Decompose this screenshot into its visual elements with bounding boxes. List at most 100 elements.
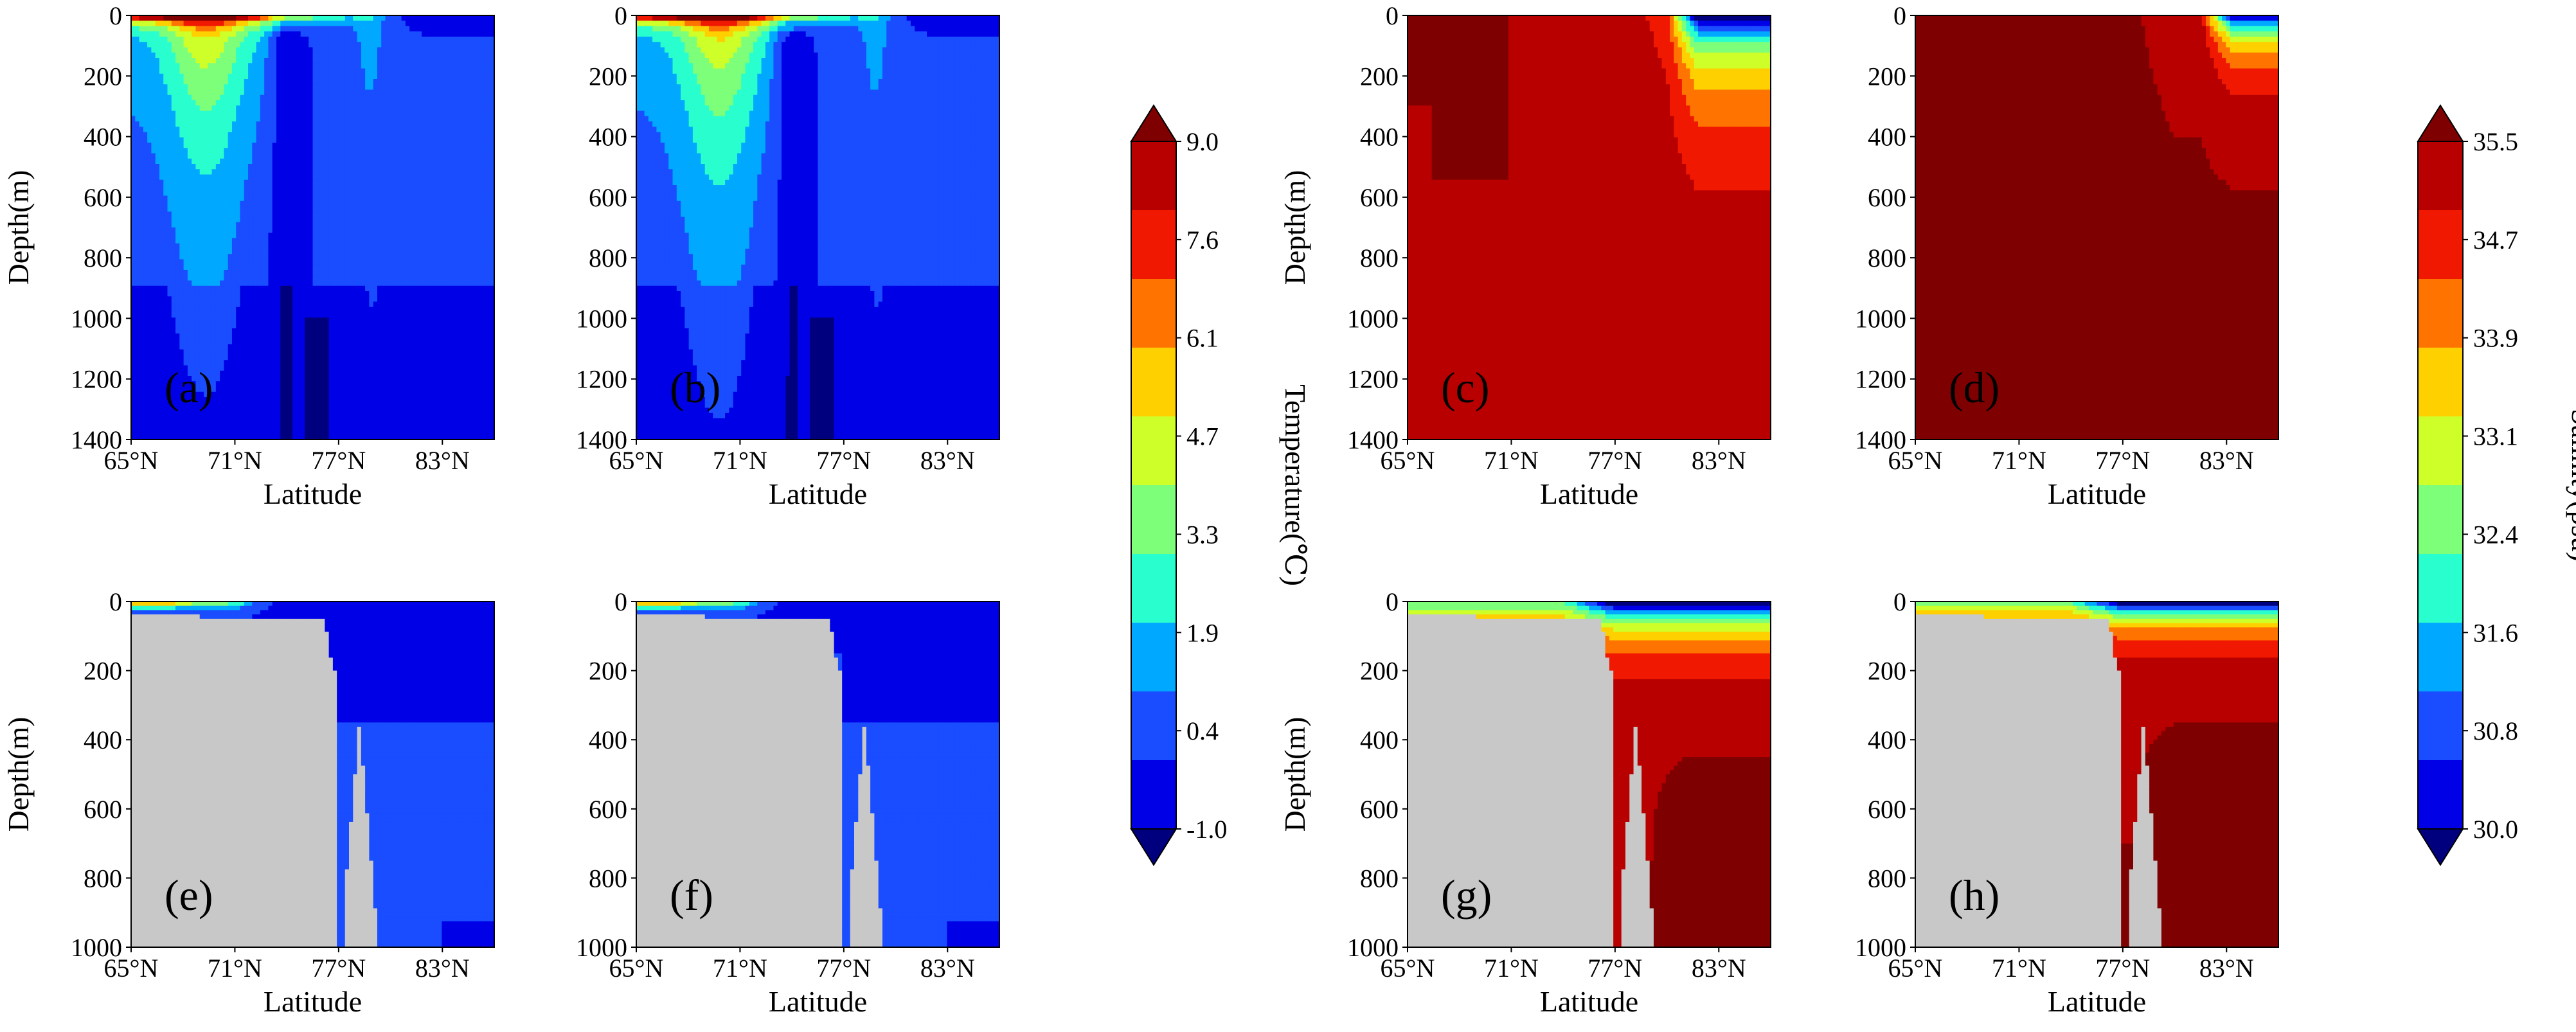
field-cell bbox=[252, 42, 256, 48]
field-cell bbox=[139, 53, 144, 58]
field-cell bbox=[131, 53, 136, 58]
field-cell bbox=[406, 31, 410, 37]
field-cell bbox=[333, 15, 337, 21]
field-cell bbox=[168, 31, 172, 37]
field-cell bbox=[204, 15, 208, 21]
field-cell bbox=[341, 21, 345, 26]
field-cell bbox=[188, 37, 192, 42]
field-cell bbox=[486, 26, 490, 32]
field-cell bbox=[474, 15, 479, 21]
field-cell bbox=[369, 48, 373, 53]
field-cell bbox=[232, 48, 237, 53]
field-cell bbox=[143, 58, 148, 64]
field-cell bbox=[188, 48, 192, 53]
field-cell bbox=[345, 31, 350, 37]
field-cell bbox=[301, 53, 305, 58]
field-cell bbox=[349, 42, 353, 48]
field-cell bbox=[151, 48, 156, 53]
field-cell bbox=[458, 53, 463, 58]
field-cell bbox=[353, 53, 357, 58]
field-cell bbox=[309, 15, 313, 21]
field-cell bbox=[175, 53, 180, 58]
field-cell bbox=[285, 21, 289, 26]
field-cell bbox=[365, 37, 370, 42]
field-cell bbox=[184, 15, 188, 21]
field-cell bbox=[228, 15, 233, 21]
field-cell bbox=[159, 48, 164, 53]
field-cell bbox=[321, 37, 325, 42]
field-cell bbox=[256, 21, 261, 26]
field-cell bbox=[276, 26, 281, 32]
field-cell bbox=[240, 37, 245, 42]
field-cell bbox=[418, 48, 422, 53]
field-cell bbox=[296, 48, 301, 53]
field-cell bbox=[341, 58, 345, 64]
field-cell bbox=[462, 26, 467, 32]
field-cell bbox=[409, 21, 414, 26]
field-cell bbox=[147, 15, 152, 21]
field-cell bbox=[353, 42, 357, 48]
field-cell bbox=[450, 48, 454, 53]
field-cell bbox=[325, 37, 329, 42]
field-cell bbox=[369, 37, 373, 42]
field-cell bbox=[256, 26, 261, 32]
field-cell bbox=[434, 15, 438, 21]
field-cell bbox=[349, 21, 353, 26]
field-cell bbox=[309, 58, 313, 64]
field-cell bbox=[139, 31, 144, 37]
field-cell bbox=[289, 31, 293, 37]
field-cell bbox=[216, 21, 220, 26]
field-cell bbox=[313, 21, 318, 26]
field-cell bbox=[466, 48, 470, 53]
field-cell bbox=[397, 26, 402, 32]
field-cell bbox=[474, 26, 479, 32]
field-cell bbox=[273, 48, 277, 53]
field-cell bbox=[474, 37, 479, 42]
field-cell bbox=[309, 21, 313, 26]
field-cell bbox=[147, 37, 152, 42]
field-cell bbox=[179, 15, 184, 21]
field-cell bbox=[373, 53, 378, 58]
field-cell bbox=[377, 26, 382, 32]
field-cell bbox=[172, 37, 176, 42]
field-cell bbox=[442, 26, 446, 32]
field-cell bbox=[482, 15, 487, 21]
field-cell bbox=[147, 58, 152, 64]
field-cell bbox=[208, 21, 212, 26]
field-cell bbox=[248, 37, 253, 42]
field-cell bbox=[168, 53, 172, 58]
field-cell bbox=[252, 53, 256, 58]
field-cell bbox=[425, 53, 430, 58]
field-cell bbox=[159, 37, 164, 42]
field-cell bbox=[486, 42, 490, 48]
field-cell bbox=[192, 42, 196, 48]
field-cell bbox=[413, 42, 418, 48]
field-cell bbox=[478, 42, 483, 48]
field-cell bbox=[397, 48, 402, 53]
field-cell bbox=[156, 26, 160, 32]
field-cell bbox=[409, 15, 414, 21]
field-cell bbox=[333, 42, 337, 48]
field-cell bbox=[446, 21, 451, 26]
field-cell bbox=[200, 53, 204, 58]
field-cell bbox=[377, 21, 382, 26]
field-cell bbox=[418, 26, 422, 32]
field-cell bbox=[204, 42, 208, 48]
field-cell bbox=[470, 37, 474, 42]
field-cell bbox=[268, 48, 273, 53]
field-cell bbox=[179, 31, 184, 37]
field-cell bbox=[402, 42, 406, 48]
field-cell bbox=[296, 37, 301, 42]
field-cell bbox=[317, 31, 321, 37]
field-cell bbox=[309, 53, 313, 58]
field-cell bbox=[357, 15, 362, 21]
field-cell bbox=[458, 37, 463, 42]
field-cell bbox=[393, 31, 398, 37]
field-cell bbox=[273, 58, 277, 64]
field-cell bbox=[422, 53, 426, 58]
field-cell bbox=[434, 37, 438, 42]
field-cell bbox=[317, 53, 321, 58]
field-cell bbox=[131, 15, 136, 21]
field-cell bbox=[212, 42, 217, 48]
field-cell bbox=[466, 53, 470, 58]
